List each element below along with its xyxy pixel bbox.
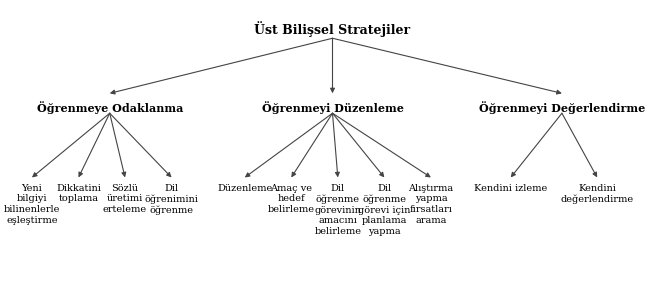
Text: Sözlü
üretimi
erteleme: Sözlü üretimi erteleme <box>103 184 147 214</box>
Text: Kendini izleme: Kendini izleme <box>474 184 547 192</box>
Text: Dil
öğrenme
görevinin
amacını
belirleme: Dil öğrenme görevinin amacını belirleme <box>315 184 361 236</box>
Text: Dikkatini
toplama: Dikkatini toplama <box>56 184 101 203</box>
Text: Alıştırma
yapma
fırsatları
arama: Alıştırma yapma fırsatları arama <box>408 184 454 225</box>
Text: Düzenleme: Düzenleme <box>217 184 273 192</box>
Text: Dil
öğrenimini
öğrenme: Dil öğrenimini öğrenme <box>144 184 199 215</box>
Text: Yeni
bilgiyi
bilinenlerle
eşleştirme: Yeni bilgiyi bilinenlerle eşleştirme <box>4 184 60 225</box>
Text: Amaç ve
hedef
belirleme: Amaç ve hedef belirleme <box>268 184 315 214</box>
Text: Kendini
değerlendirme: Kendini değerlendirme <box>561 184 634 204</box>
Text: Dil
öğrenme
görevi için
planlama
yapma: Dil öğrenme görevi için planlama yapma <box>358 184 410 236</box>
Text: Öğrenmeyi Düzenleme: Öğrenmeyi Düzenleme <box>261 101 404 114</box>
Text: Öğrenmeye Odaklanma: Öğrenmeye Odaklanma <box>37 101 183 114</box>
Text: Öğrenmeyi Değerlendirme: Öğrenmeyi Değerlendirme <box>479 101 645 114</box>
Text: Üst Bilişsel Stratejiler: Üst Bilişsel Stratejiler <box>255 21 410 37</box>
